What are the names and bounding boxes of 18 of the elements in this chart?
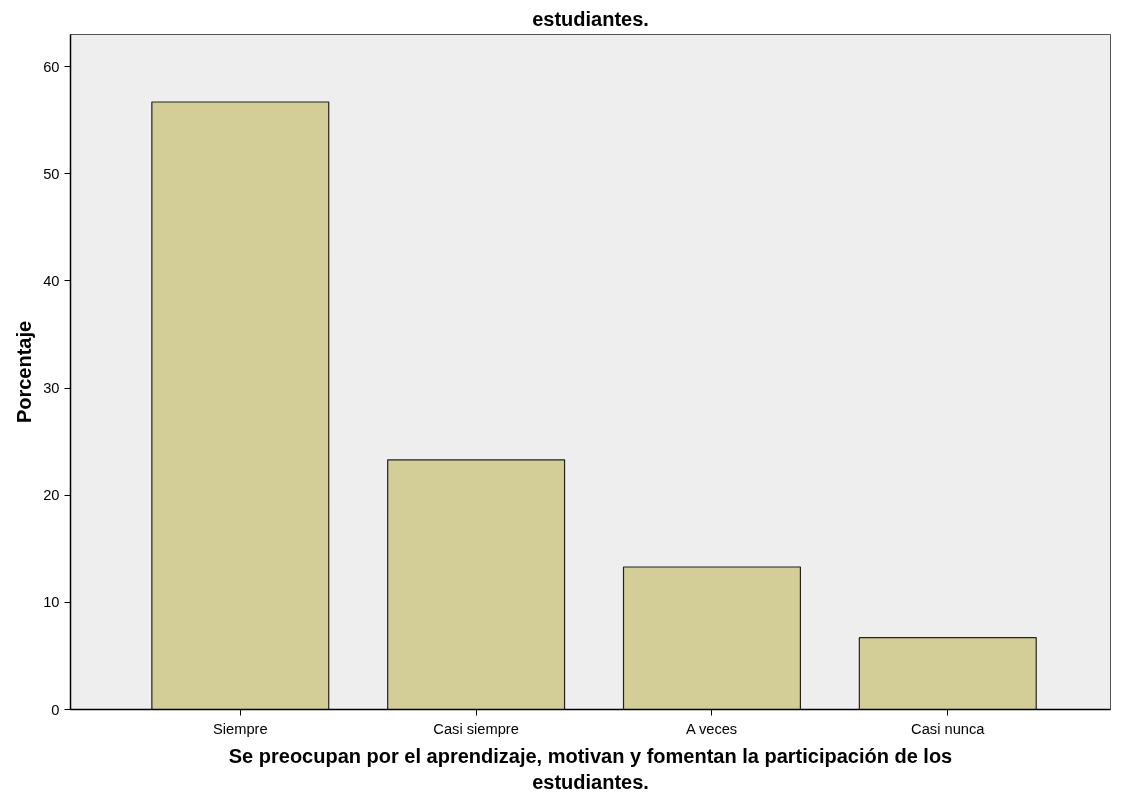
- y-tick-label: 0: [51, 701, 60, 718]
- y-axis-title: Porcentaje: [13, 320, 36, 424]
- y-tick-label: 10: [43, 594, 60, 611]
- bar: [387, 459, 566, 710]
- y-tick-label: 50: [43, 165, 60, 182]
- chart-title: estudiantes.: [532, 7, 649, 30]
- x-tick-label: Casi siempre: [433, 720, 519, 737]
- y-tick-label: 20: [43, 487, 60, 504]
- bar: [622, 566, 801, 710]
- x-tick-label: Siempre: [213, 720, 268, 737]
- y-tick-label: 30: [43, 380, 60, 397]
- x-tick-label: Casi nunca: [911, 720, 986, 737]
- bar: [151, 101, 330, 710]
- bar: [858, 637, 1037, 710]
- x-tick-label: A veces: [685, 720, 738, 737]
- y-tick-label: 40: [43, 272, 60, 289]
- y-tick-label: 60: [43, 58, 60, 75]
- x-axis-title: Se preocupan por el aprendizaje, motivan y fomentan la participación de los estudiantes.: [228, 744, 953, 793]
